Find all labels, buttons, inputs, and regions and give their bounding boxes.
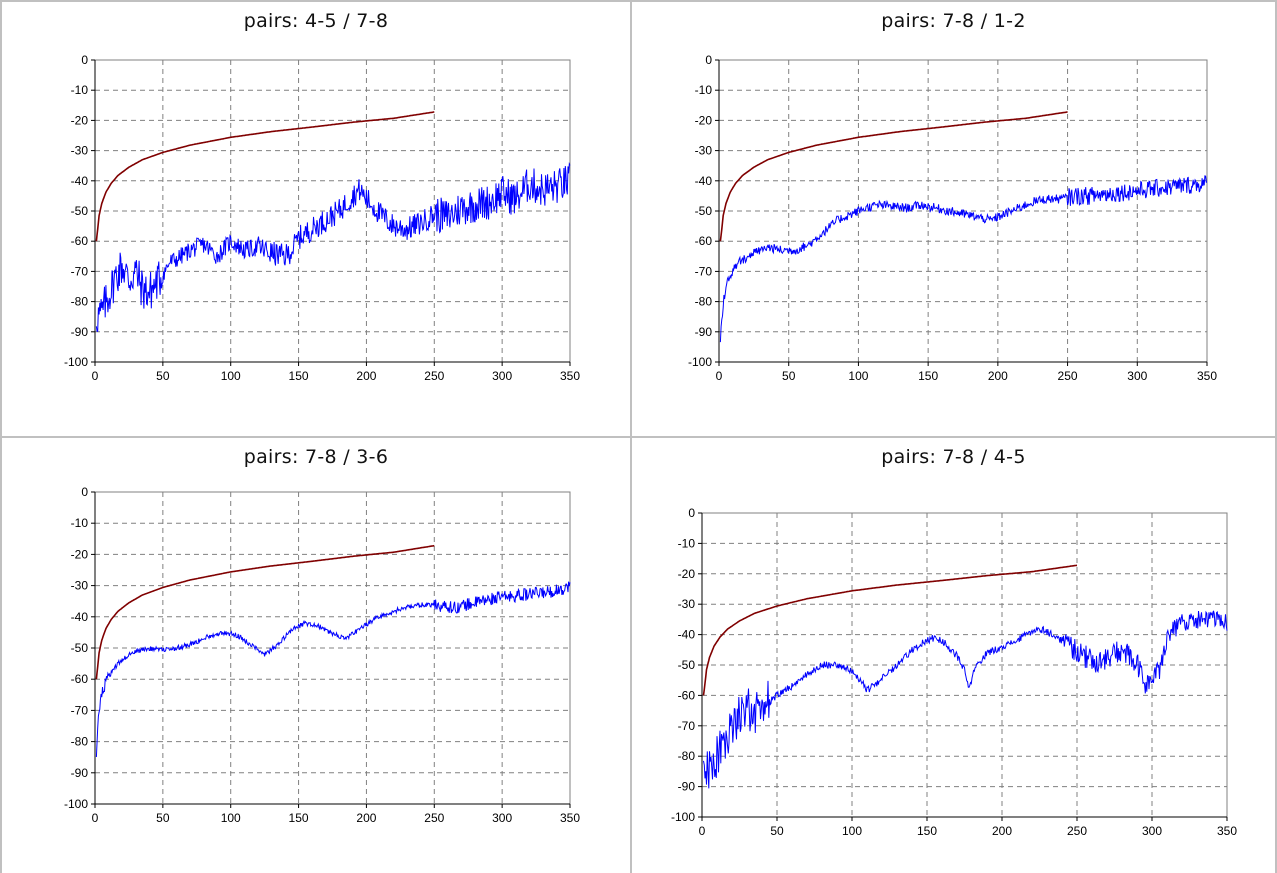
x-tick-label: 0 (92, 811, 99, 825)
x-tick-label: 300 (1127, 369, 1147, 383)
y-tick-label: -90 (71, 766, 89, 780)
y-tick-label: -40 (678, 628, 696, 642)
x-tick-label: 0 (92, 369, 99, 383)
chart-title: pairs: 4-5 / 7-8 (243, 10, 389, 32)
x-tick-label: 250 (424, 811, 444, 825)
y-tick-label: -20 (71, 547, 89, 561)
y-tick-label: -100 (688, 355, 712, 369)
y-tick-label: -10 (71, 516, 89, 530)
y-tick-label: -80 (71, 295, 89, 309)
chart-title: pairs: 7-8 / 3-6 (243, 446, 389, 468)
chart-panel-1: pairs: 4-5 / 7-8 0 -10 -20 -30 -40 -50 -60 -70 -… (2, 2, 630, 436)
y-tick-label: -100 (671, 810, 695, 824)
x-tick-label: 250 (1067, 824, 1087, 838)
x-tick-label: 150 (918, 369, 938, 383)
y-tick-label: 0 (81, 485, 88, 499)
y-tick-label: 0 (705, 53, 712, 67)
chart-title: pairs: 7-8 / 1-2 (881, 10, 1026, 32)
y-tick-label: -20 (695, 113, 713, 127)
x-tick-label: 200 (992, 824, 1012, 838)
series-line-lower (95, 581, 571, 758)
y-tick-label: -50 (678, 658, 696, 672)
x-tick-label: 150 (289, 369, 309, 383)
y-tick-label: -70 (695, 264, 713, 278)
chart-plot: 0 -10 -20 -30 -40 -50 -60 -70 -80 -90 -100 0 50 100 15… (671, 506, 1237, 838)
x-tick-label: 50 (770, 824, 784, 838)
y-tick-label: -50 (71, 204, 89, 218)
y-tick-label: -70 (71, 264, 89, 278)
y-tick-label: -80 (678, 749, 696, 763)
y-tick-label: -10 (695, 83, 713, 97)
x-tick-label: 50 (156, 811, 170, 825)
x-tick-label: 300 (1142, 824, 1162, 838)
x-tick-label: 350 (1217, 824, 1237, 838)
chart-plot: 0 -10 -20 -30 -40 -50 -60 -70 -80 -90 -100 0 50 100 15… (64, 53, 580, 383)
x-tick-label: 200 (988, 369, 1008, 383)
y-tick-label: -30 (71, 579, 89, 593)
y-tick-label: -90 (678, 780, 696, 794)
x-tick-label: 350 (560, 369, 580, 383)
series-line-lower (95, 161, 571, 333)
y-tick-label: -70 (678, 719, 696, 733)
y-tick-label: -10 (71, 83, 89, 97)
y-tick-label: -60 (678, 688, 696, 702)
y-tick-label: -60 (695, 234, 713, 248)
x-tick-label: 100 (842, 824, 862, 838)
x-tick-label: 100 (221, 811, 241, 825)
x-tick-label: 250 (424, 369, 444, 383)
x-tick-label: 50 (782, 369, 796, 383)
y-tick-label: -30 (695, 144, 713, 158)
y-tick-label: -60 (71, 672, 89, 686)
y-tick-label: -60 (71, 234, 89, 248)
x-tick-label: 250 (1058, 369, 1078, 383)
y-tick-label: -40 (71, 174, 89, 188)
y-tick-label: -80 (71, 735, 89, 749)
x-tick-label: 350 (1197, 369, 1217, 383)
x-tick-label: 300 (492, 369, 512, 383)
x-tick-label: 150 (917, 824, 937, 838)
x-tick-label: 100 (221, 369, 241, 383)
series-line-upper (719, 111, 1068, 242)
x-tick-label: 350 (560, 811, 580, 825)
y-tick-label: -20 (678, 567, 696, 581)
x-tick-label: 200 (356, 811, 376, 825)
y-tick-label: -100 (64, 797, 88, 811)
chart-panel-3: pairs: 7-8 / 3-6 0 -10 -20 -30 -40 -50 -60 -70 -… (2, 438, 630, 873)
series-line-lower (703, 610, 1228, 789)
y-tick-label: -30 (71, 144, 89, 158)
chart-title: pairs: 7-8 / 4-5 (881, 446, 1026, 468)
y-tick-label: 0 (81, 53, 88, 67)
y-tick-label: -80 (695, 295, 713, 309)
series-line-upper (95, 111, 435, 242)
x-tick-label: 0 (716, 369, 723, 383)
y-tick-label: 0 (688, 506, 695, 520)
chart-panel-2: pairs: 7-8 / 1-2 0 -10 -20 -30 -40 -50 -60 -70 -… (632, 2, 1275, 436)
y-tick-label: -40 (695, 174, 713, 188)
y-tick-label: -50 (695, 204, 713, 218)
x-tick-label: 100 (848, 369, 868, 383)
y-tick-label: -90 (695, 325, 713, 339)
chart-plot: 0 -10 -20 -30 -40 -50 -60 -70 -80 -90 -100 0 50 100 15… (64, 485, 580, 825)
x-tick-label: 0 (699, 824, 706, 838)
y-tick-label: -90 (71, 325, 89, 339)
x-tick-label: 150 (289, 811, 309, 825)
y-tick-label: -50 (71, 641, 89, 655)
x-tick-label: 50 (156, 369, 170, 383)
y-tick-label: -40 (71, 610, 89, 624)
y-tick-label: -70 (71, 703, 89, 717)
y-tick-label: -100 (64, 355, 88, 369)
y-tick-label: -20 (71, 113, 89, 127)
y-tick-label: -30 (678, 597, 696, 611)
chart-plot: 0 -10 -20 -30 -40 -50 -60 -70 -80 -90 -100 0 50 100 15… (688, 53, 1217, 383)
y-tick-label: -10 (678, 536, 696, 550)
x-tick-label: 200 (356, 369, 376, 383)
series-line-upper (702, 564, 1078, 696)
series-line-lower (719, 175, 1208, 343)
series-line-upper (95, 544, 435, 680)
x-tick-label: 300 (492, 811, 512, 825)
chart-panel-4: pairs: 7-8 / 4-5 0 -10 -20 -30 -40 -50 -60 -70 -… (632, 438, 1275, 873)
